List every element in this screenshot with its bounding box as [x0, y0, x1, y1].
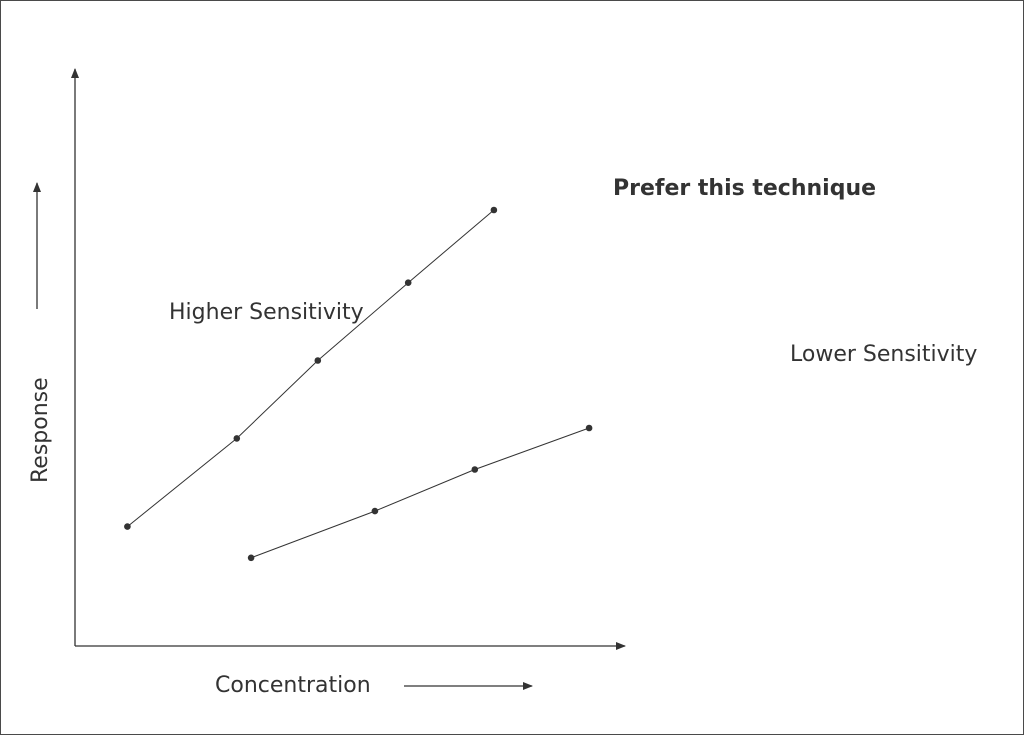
series-1: [124, 206, 498, 530]
series-1-point: [404, 279, 412, 287]
series-2-point: [371, 507, 379, 515]
series-1-point: [233, 435, 241, 442]
series-layer: [124, 206, 593, 562]
series-1-point: [314, 357, 322, 364]
series-2-point: [247, 554, 255, 562]
series-2-point: [585, 424, 593, 432]
series-1-point: [490, 206, 498, 214]
series-2-point: [471, 466, 479, 473]
x-axis-label: Concentration: [215, 673, 371, 698]
series-1-line: [127, 209, 495, 527]
series-2: [247, 424, 593, 562]
series-1-point: [124, 523, 131, 530]
y-axis-label: Response: [28, 377, 53, 483]
lower-sensitivity-label: Lower Sensitivity: [790, 342, 977, 367]
prefer-technique-label: Prefer this technique: [613, 176, 876, 201]
higher-sensitivity-label: Higher Sensitivity: [169, 300, 364, 325]
series-2-line: [250, 427, 590, 559]
